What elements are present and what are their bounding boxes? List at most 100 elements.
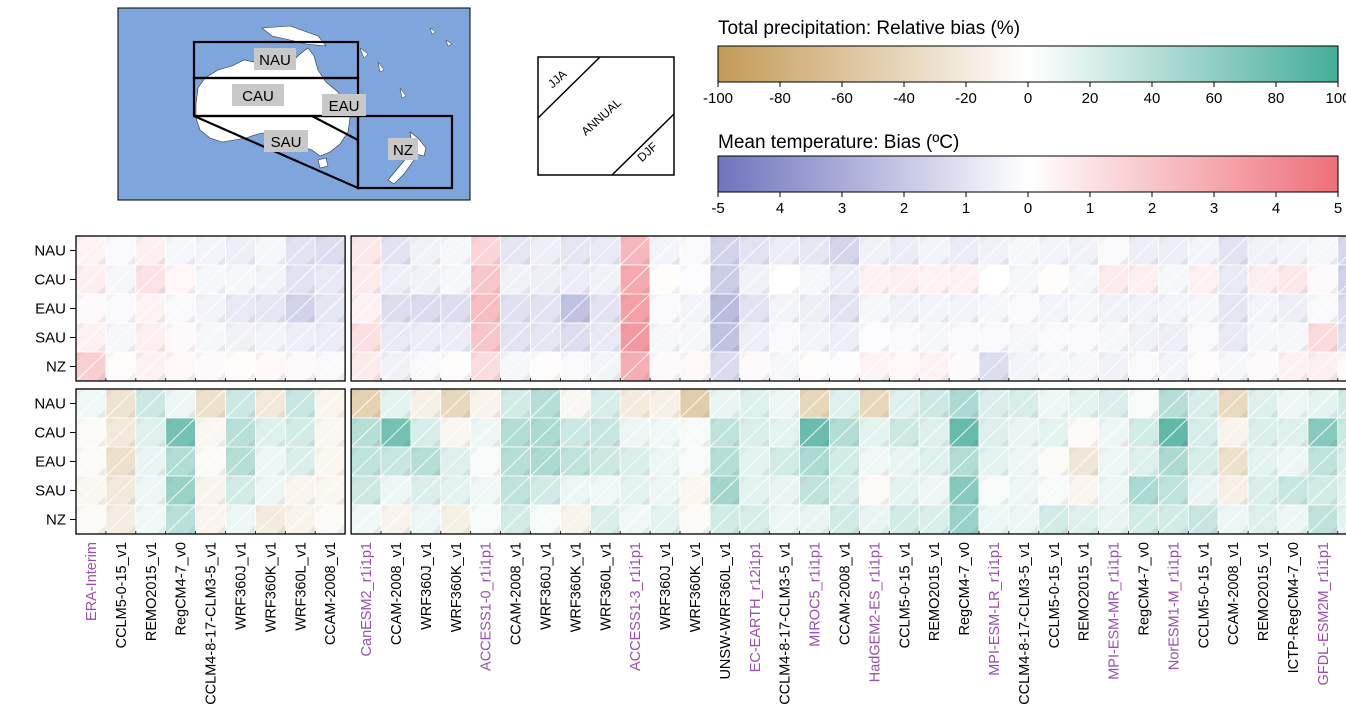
heatmap-cell [75, 235, 107, 266]
column-label: WRF360K_v1 [449, 542, 465, 632]
heatmap-cell [739, 264, 771, 295]
heatmap-cell [589, 446, 621, 477]
heatmap-cell [1068, 475, 1099, 506]
heatmap-cell [470, 264, 502, 295]
heatmap-cell [135, 293, 167, 324]
colorbar-tick-label: -5 [711, 200, 724, 217]
heatmap-cell [165, 504, 196, 535]
heatmap-cell [679, 388, 711, 419]
heatmap-cell [1187, 235, 1219, 266]
row-label: SAU [35, 483, 66, 500]
heatmap-cell [105, 475, 137, 506]
heatmap-cell [829, 417, 860, 448]
heatmap-cell [440, 293, 472, 324]
heatmap-cell [380, 293, 412, 324]
temp-colorbar-ticks: -5 4 3 2 1 0 1 2 3 4 5 [711, 192, 1342, 217]
heatmap-cell [1217, 293, 1249, 324]
heatmap-cell [589, 475, 621, 506]
region-map: NAU CAU EAU SAU NZ [117, 7, 471, 201]
map-label-sau: SAU [271, 134, 302, 151]
heatmap-cell [314, 388, 346, 419]
heatmap-cell [1337, 322, 1346, 353]
heatmap-cell [254, 388, 286, 419]
heatmap-cell [75, 504, 107, 535]
heatmap-cell [1247, 293, 1279, 324]
column-label: WRF360K_v1 [688, 542, 704, 632]
heatmap-cell [1187, 446, 1219, 477]
heatmap-cell [948, 446, 980, 477]
heatmap-cell [679, 264, 711, 295]
colorbar-tick-label: -100 [703, 90, 733, 107]
heatmap-cell [135, 322, 167, 353]
heatmap-cell [829, 264, 860, 295]
heatmap-cell [649, 504, 681, 535]
heatmap-cell [1068, 264, 1099, 295]
column-label: GFDL-ESM2M_r1i1p1 [1316, 542, 1332, 685]
heatmap-cell [1008, 475, 1040, 506]
heatmap-cell [1337, 293, 1346, 324]
heatmap-cell [888, 504, 920, 535]
heatmap-cell [225, 264, 256, 295]
heatmap-cell [1307, 351, 1339, 382]
row-label: NZ [46, 512, 66, 529]
heatmap-cell [739, 475, 771, 506]
heatmap-cell [500, 351, 531, 382]
heatmap-cell [254, 264, 286, 295]
heatmap-cell [380, 417, 412, 448]
heatmap-cell [410, 235, 442, 266]
heatmap-cell [859, 293, 890, 324]
key-divider-bottom [611, 113, 675, 176]
heatmap-cell [679, 504, 711, 535]
row-label: EAU [35, 454, 66, 471]
heatmap-cell [470, 504, 502, 535]
column-label: CCLM5-0-15_v1 [114, 542, 130, 648]
heatmap-cell [679, 351, 711, 382]
heatmap-cell [649, 351, 681, 382]
heatmap-cell [75, 417, 107, 448]
heatmap-cell [739, 322, 771, 353]
heatmap-cell [1008, 264, 1040, 295]
row-label: CAU [34, 272, 66, 289]
heatmap-cell [1038, 351, 1070, 382]
heatmap-cell [709, 388, 741, 419]
heatmap-cell [709, 235, 741, 266]
heatmap-cell [978, 417, 1010, 448]
heatmap-cell [1128, 351, 1159, 382]
heatmap-cell [1038, 475, 1070, 506]
row-label: NZ [46, 359, 66, 376]
heatmap-cell [105, 417, 137, 448]
heatmap-cell [530, 475, 561, 506]
heatmap-cell [350, 475, 382, 506]
heatmap-cell [1247, 322, 1279, 353]
heatmap-cell [1337, 417, 1346, 448]
heatmap-cell [709, 475, 741, 506]
heatmap-cell [1187, 264, 1219, 295]
heatmap-cell [1247, 235, 1279, 266]
heatmap-cell [799, 446, 830, 477]
heatmap-cell [410, 475, 442, 506]
heatmap-cell [135, 504, 167, 535]
heatmap-cell [135, 417, 167, 448]
heatmap-cell [314, 417, 346, 448]
column-label: ICTP-RegCM4-7_v0 [1286, 542, 1302, 673]
heatmap-cell [978, 351, 1010, 382]
heatmap-cell [1098, 351, 1129, 382]
heatmap-cell [799, 388, 830, 419]
heatmap-cell [1277, 388, 1309, 419]
column-label: REMO2015_v1 [1077, 542, 1093, 641]
heatmap-cell [1068, 446, 1099, 477]
heatmap-cell [105, 235, 137, 266]
heatmap-cell [1337, 264, 1346, 295]
heatmap-cell [1247, 446, 1279, 477]
heatmap-cell [440, 417, 472, 448]
heatmap-cell [679, 293, 711, 324]
heatmap-cell [75, 264, 107, 295]
column-label: MIROC5_r1i1p1 [808, 542, 824, 647]
column-label: MPI-ESM-MR_r1i1p1 [1107, 542, 1123, 680]
column-label: REMO2015_v1 [927, 542, 943, 641]
heatmap-cell [1098, 293, 1129, 324]
column-label: CCAM-2008_v1 [323, 542, 339, 645]
heatmap-cell [530, 388, 561, 419]
heatmap-cell [350, 446, 382, 477]
heatmap-cell [195, 417, 226, 448]
